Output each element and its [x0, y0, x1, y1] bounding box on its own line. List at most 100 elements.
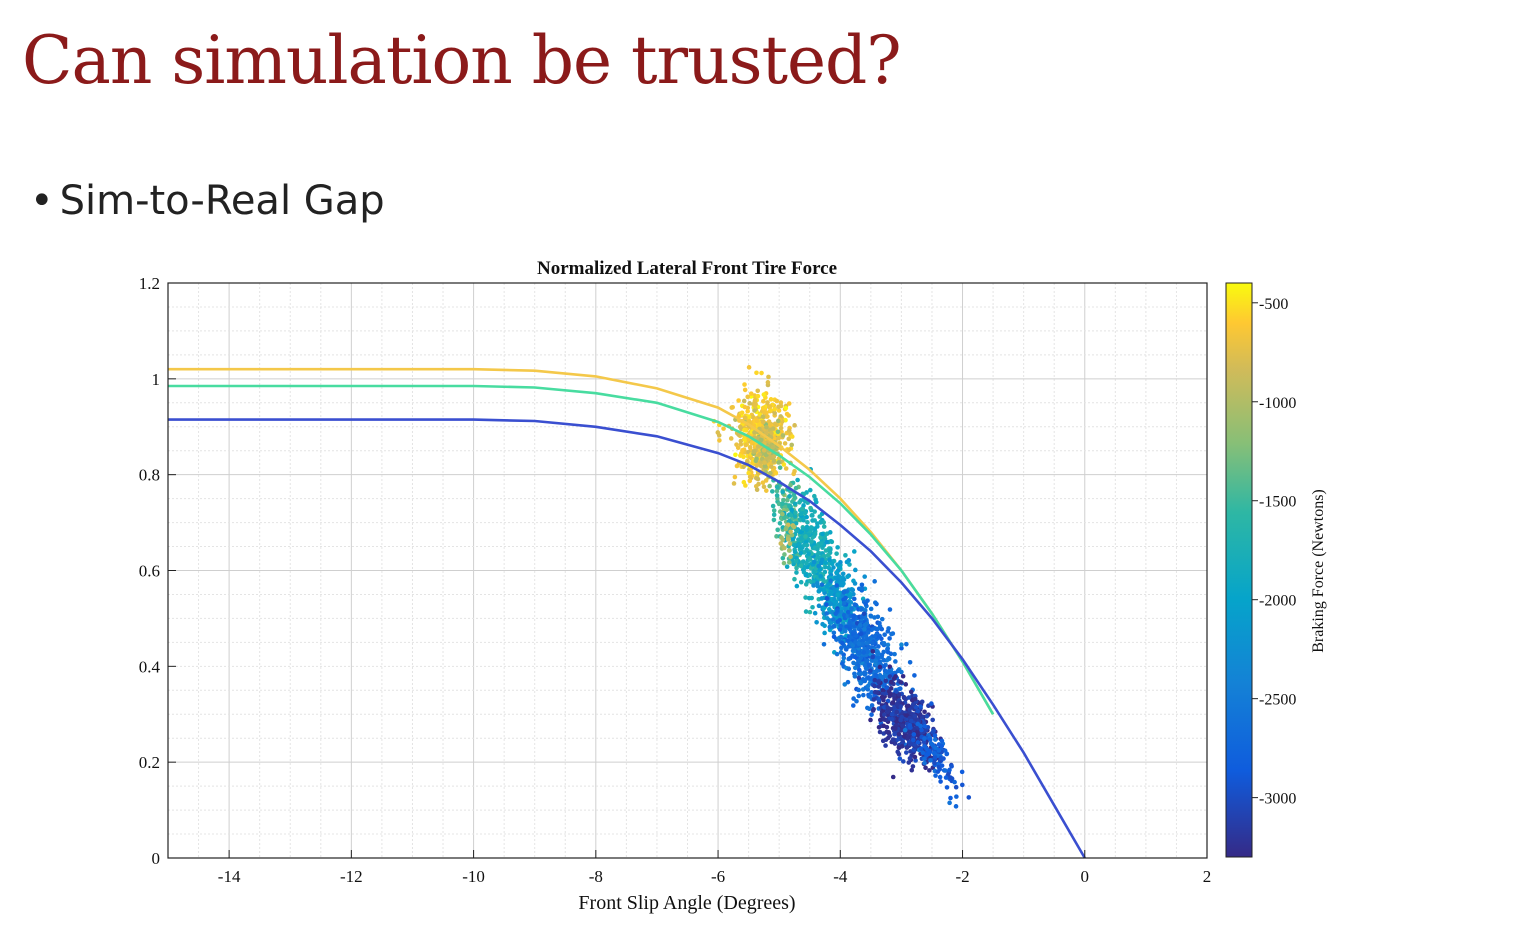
data-point: [892, 731, 897, 737]
data-point: [816, 603, 822, 609]
data-point: [772, 406, 778, 412]
data-point: [869, 689, 874, 695]
data-point: [870, 640, 875, 646]
data-point: [754, 370, 759, 376]
data-point: [735, 445, 741, 451]
data-point: [907, 729, 913, 735]
data-point: [831, 624, 837, 629]
data-point: [865, 649, 870, 655]
data-point: [760, 419, 766, 425]
data-point: [882, 682, 887, 688]
data-point: [785, 537, 791, 542]
data-point: [835, 619, 841, 624]
data-point: [856, 693, 862, 699]
data-point: [885, 649, 891, 655]
data-point: [877, 664, 883, 670]
data-point: [835, 545, 840, 550]
data-point: [761, 392, 767, 397]
data-point: [831, 630, 837, 636]
data-point: [820, 531, 825, 537]
data-point: [818, 541, 824, 546]
data-point: [821, 579, 827, 584]
data-point: [807, 487, 813, 493]
data-point: [777, 520, 783, 526]
data-point: [773, 470, 779, 476]
data-point: [899, 743, 905, 749]
data-point: [920, 750, 926, 756]
data-point: [928, 758, 933, 763]
data-point: [919, 699, 925, 705]
data-point: [900, 673, 906, 679]
data-point: [863, 601, 868, 607]
data-point: [880, 738, 886, 744]
data-point: [772, 410, 777, 416]
data-point: [770, 444, 776, 450]
data-point: [768, 464, 774, 469]
data-point: [824, 615, 830, 621]
data-point: [828, 601, 834, 606]
data-point: [927, 737, 933, 742]
data-point: [879, 626, 885, 632]
data-point: [783, 466, 789, 471]
data-point: [881, 723, 887, 729]
data-point: [760, 405, 766, 411]
data-point: [766, 374, 771, 380]
data-point: [873, 658, 879, 664]
data-point: [755, 444, 761, 449]
data-point: [818, 574, 824, 579]
data-point: [912, 713, 918, 719]
data-point: [876, 644, 881, 649]
data-point: [765, 380, 771, 385]
data-point: [818, 519, 824, 525]
data-point: [733, 452, 738, 458]
data-point: [893, 674, 898, 679]
data-point: [728, 436, 734, 441]
data-point: [817, 514, 822, 519]
data-point: [911, 726, 917, 732]
data-point: [810, 604, 815, 610]
data-point: [776, 501, 782, 507]
data-point: [824, 596, 830, 601]
data-point: [823, 548, 829, 553]
data-point: [890, 737, 896, 742]
data-point: [804, 514, 809, 520]
data-point: [883, 743, 888, 748]
data-point: [824, 611, 830, 616]
data-point: [852, 654, 858, 660]
data-point: [881, 674, 887, 680]
data-point: [856, 667, 862, 673]
data-point: [898, 704, 903, 709]
data-point: [798, 550, 804, 556]
data-point: [889, 631, 894, 637]
data-point: [885, 646, 891, 651]
data-point: [850, 587, 856, 593]
data-point: [762, 410, 767, 415]
data-point: [747, 478, 753, 484]
data-point: [778, 425, 784, 431]
data-point: [780, 433, 786, 438]
data-point: [858, 655, 864, 661]
data-point: [808, 505, 813, 511]
data-point: [927, 768, 932, 773]
data-point: [821, 524, 827, 529]
data-point: [861, 611, 867, 617]
data-point: [890, 700, 896, 705]
data-point: [834, 583, 839, 588]
axis-ticks: -14 -12 -10 -8 -6 -4 -2 0 2 0 0.2 0.4 0.6 0.8 1 1.2: [139, 274, 1212, 886]
data-point: [877, 620, 882, 626]
data-point: [876, 684, 882, 689]
data-point: [857, 622, 863, 628]
data-point: [792, 501, 798, 507]
data-point: [736, 398, 741, 403]
x-tick-label: 2: [1203, 867, 1212, 886]
data-point: [797, 542, 802, 547]
data-point: [938, 755, 944, 761]
data-point: [817, 567, 823, 573]
data-point: [856, 663, 861, 668]
data-point: [838, 634, 844, 640]
data-point: [846, 666, 852, 672]
data-point: [774, 534, 779, 539]
data-point: [811, 583, 816, 588]
data-point: [884, 685, 889, 691]
